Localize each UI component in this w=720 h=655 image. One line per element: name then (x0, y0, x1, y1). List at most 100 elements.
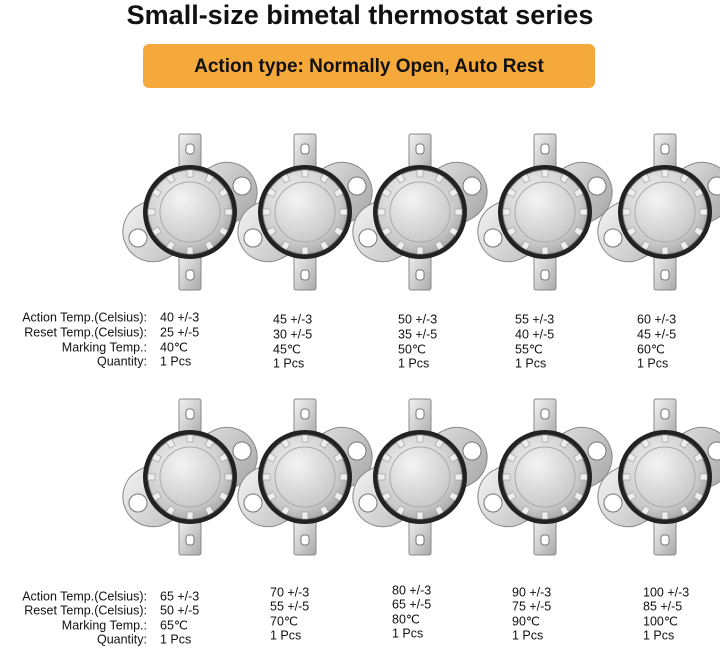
cap-notch (434, 240, 445, 251)
cap-inner (514, 181, 576, 243)
cap-notch (640, 438, 651, 449)
cap-notch (395, 438, 406, 449)
flange-hole (483, 493, 503, 513)
flange-hole (243, 493, 263, 513)
cap-notch (454, 208, 463, 216)
cap-notch (541, 511, 549, 520)
spec-value: 60 +/-3 (637, 312, 676, 326)
tab-hole (660, 534, 670, 546)
spec-value: 80 +/-3 (392, 583, 431, 597)
cap-notch (679, 438, 690, 449)
flange-hole (232, 176, 252, 196)
cap-inner (159, 181, 221, 243)
spec-value: 40 +/-3 (160, 310, 199, 324)
spec-label: Quantity: (97, 632, 147, 646)
cap-notch (224, 208, 233, 216)
cap-notch (559, 173, 570, 184)
cap-notch (262, 208, 271, 216)
cap-notch (541, 169, 549, 178)
thermostat-image (597, 398, 720, 556)
spec-value: 70 +/-3 (270, 585, 309, 599)
thermostat-image (352, 133, 488, 291)
spec-value: 1 Pcs (392, 626, 423, 640)
spec-value: 55℃ (515, 342, 543, 356)
flange-hole (128, 493, 148, 513)
cap-notch (301, 246, 309, 255)
cap-notch (448, 187, 459, 198)
spec-value: 1 Pcs (270, 628, 301, 642)
cap-notch (416, 246, 424, 255)
tab-hole (540, 408, 550, 420)
cap-notch (218, 491, 229, 502)
cap-notch (266, 452, 277, 463)
cap-notch (151, 452, 162, 463)
cap-notch (506, 226, 517, 237)
tab-hole (300, 269, 310, 281)
cap-notch (301, 511, 309, 520)
tab-hole (415, 408, 425, 420)
cap-notch (147, 473, 156, 481)
cap-notch (699, 208, 708, 216)
cap-notch (218, 187, 229, 198)
cap (377, 169, 463, 255)
flange-hole (707, 441, 720, 461)
thermostat-image (477, 133, 613, 291)
spec-value: 1 Pcs (160, 632, 191, 646)
cap-notch (301, 169, 309, 178)
cap-notch (579, 473, 588, 481)
cap (377, 434, 463, 520)
cap-inner (634, 446, 696, 508)
cap-notch (622, 473, 631, 481)
thermostat-image (237, 133, 373, 291)
cap-notch (699, 473, 708, 481)
spec-value: 50 +/-3 (398, 312, 437, 326)
spec-value: 55 +/-5 (270, 599, 309, 613)
thermostat-image (477, 398, 613, 556)
cap-notch (679, 240, 690, 251)
tab-hole (185, 143, 195, 155)
cap-notch (448, 226, 459, 237)
tab-hole (660, 408, 670, 420)
tab-hole (300, 408, 310, 420)
cap-notch (573, 226, 584, 237)
thermostat-image (122, 133, 258, 291)
cap-notch (280, 173, 291, 184)
cap-notch (151, 187, 162, 198)
cap-notch (333, 452, 344, 463)
cap-notch (520, 505, 531, 516)
cap-notch (434, 438, 445, 449)
spec-value: 40 +/-5 (515, 327, 554, 341)
spec-value: 45℃ (273, 342, 301, 356)
cap-notch (147, 208, 156, 216)
cap-notch (626, 187, 637, 198)
cap-notch (377, 473, 386, 481)
cap-notch (679, 173, 690, 184)
cap-notch (319, 438, 330, 449)
cap (262, 169, 348, 255)
cap-notch (416, 169, 424, 178)
cap-notch (559, 505, 570, 516)
spec-value: 45 +/-3 (273, 312, 312, 326)
spec-value: 1 Pcs (512, 628, 543, 642)
cap-notch (434, 505, 445, 516)
flange-hole (603, 493, 623, 513)
cap-notch (693, 452, 704, 463)
cap-notch (661, 246, 669, 255)
flange-hole (347, 441, 367, 461)
cap-inner (274, 446, 336, 508)
spec-value: 65℃ (160, 618, 188, 632)
tab-hole (300, 534, 310, 546)
tab-hole (185, 269, 195, 281)
flange-hole (483, 228, 503, 248)
spec-value: 30 +/-5 (273, 327, 312, 341)
cap-notch (395, 505, 406, 516)
cap (622, 434, 708, 520)
flange-hole (587, 441, 607, 461)
cap-inner (274, 181, 336, 243)
spec-value: 50 +/-5 (160, 603, 199, 617)
flange-hole (462, 441, 482, 461)
cap-notch (151, 226, 162, 237)
cap (262, 434, 348, 520)
thermostat-image (122, 398, 258, 556)
spec-value: 50℃ (398, 342, 426, 356)
